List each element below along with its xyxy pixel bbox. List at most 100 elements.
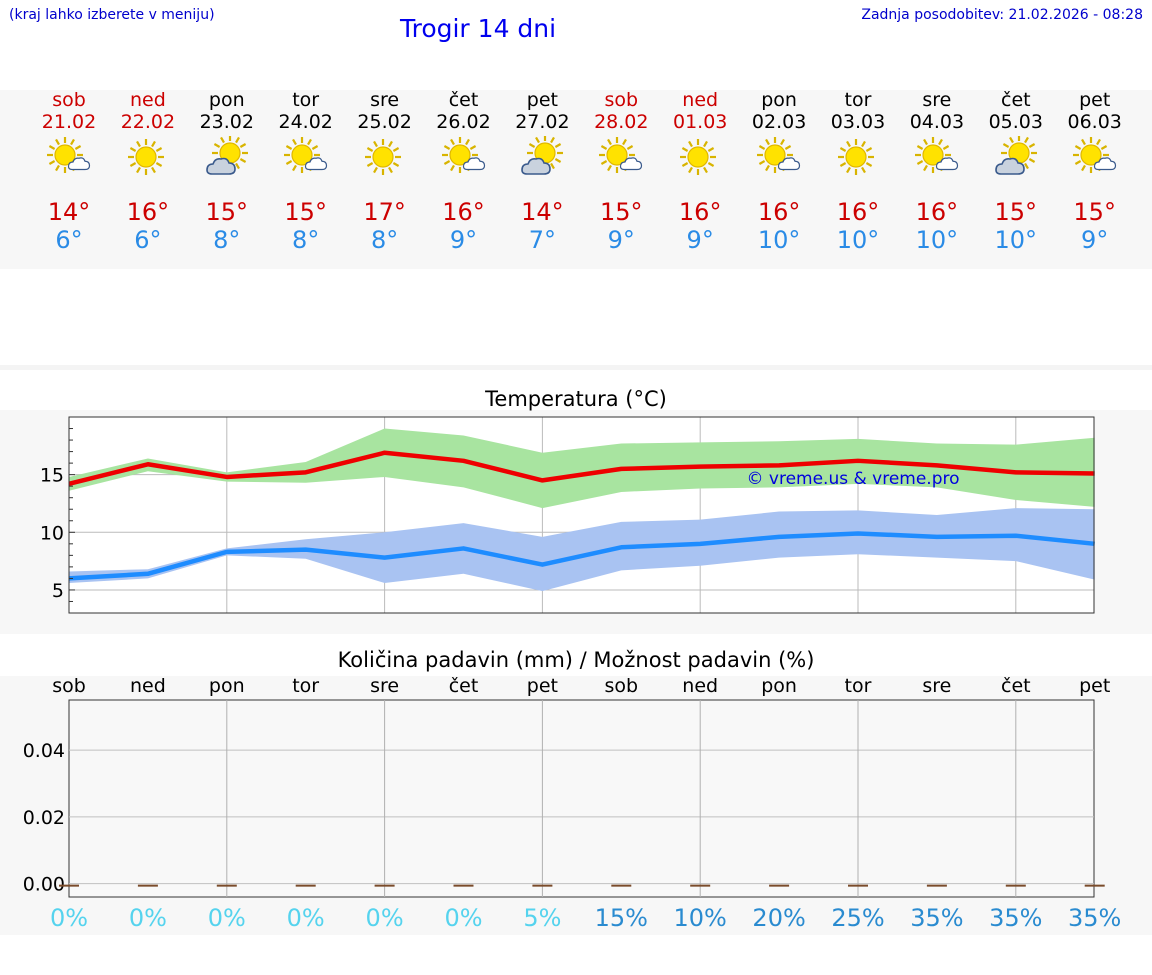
precipitation-chance: 35% <box>910 904 964 932</box>
precipitation-day-label: pet <box>526 675 558 697</box>
precipitation-day-label: pet <box>1079 675 1111 697</box>
precipitation-chance: 25% <box>831 904 885 932</box>
temperature-chart-area <box>0 410 1152 634</box>
day-name: sob <box>604 89 639 111</box>
sun-cloud-icon <box>597 136 643 180</box>
day-date: 02.03 <box>751 111 807 133</box>
max-temperature: 15° <box>600 198 643 226</box>
precipitation-day-label: sre <box>922 675 952 697</box>
min-temperature: 8° <box>292 226 320 254</box>
day-name: tor <box>844 89 872 111</box>
precipitation-chance: 0% <box>49 904 89 932</box>
max-temperature: 16° <box>757 198 801 226</box>
day-date: 23.02 <box>199 111 254 133</box>
precipitation-chart-title: Količina padavin (mm) / Možnost padavin … <box>337 648 815 672</box>
sun-cloud-icon <box>45 136 91 180</box>
max-temperature: 16° <box>678 198 722 226</box>
sun-icon <box>676 136 720 180</box>
min-temperature: 10° <box>994 226 1038 254</box>
precipitation-chance: 0% <box>207 904 246 932</box>
min-temperature: 6° <box>55 226 83 254</box>
sun-icon <box>361 136 405 180</box>
temperature-chart-title: Temperatura (°C) <box>485 387 667 411</box>
day-date: 28.02 <box>594 111 649 133</box>
sun-cloud-icon <box>1071 136 1116 180</box>
precipitation-day-label: ned <box>682 675 719 697</box>
max-temperature: 15° <box>284 198 327 226</box>
min-temperature: 9° <box>1081 226 1109 254</box>
precipitation-chance: 5% <box>523 904 562 932</box>
day-name: pet <box>526 89 558 111</box>
day-name: sre <box>370 89 400 111</box>
min-temperature: 9° <box>449 226 478 254</box>
max-temperature: 16° <box>126 198 170 226</box>
last-updated: Zadnja posodobitev: 21.02.2026 - 08:28 <box>861 7 1143 23</box>
sun-cloud-icon <box>282 136 327 180</box>
day-date: 06.03 <box>1067 111 1122 133</box>
precipitation-day-label: sre <box>370 675 400 697</box>
day-date: 04.03 <box>909 111 965 133</box>
min-temperature: 9° <box>686 226 714 254</box>
day-date: 01.03 <box>672 111 728 133</box>
sun-icon <box>124 136 168 180</box>
max-temperature: 17° <box>363 198 406 226</box>
day-date: 27.02 <box>515 111 570 133</box>
precipitation-day-label: pon <box>208 675 245 697</box>
sun-cloud-icon <box>440 136 485 180</box>
min-temperature: 9° <box>607 226 635 254</box>
day-name: ned <box>682 89 719 111</box>
cloud-sun-icon <box>992 135 1037 180</box>
forecast-strip <box>0 90 1152 269</box>
sun-cloud-icon <box>755 136 801 180</box>
precipitation-day-label: pon <box>761 675 797 697</box>
min-temperature: 10° <box>836 226 880 254</box>
max-temperature: 15° <box>1073 198 1116 226</box>
location-hint: (kraj lahko izberete v meniju) <box>9 7 215 23</box>
precipitation-chance: 0% <box>444 904 483 932</box>
precipitation-chance: 10% <box>673 904 727 932</box>
day-date: 05.03 <box>988 111 1043 133</box>
day-name: ned <box>129 89 166 111</box>
min-temperature: 10° <box>757 226 801 254</box>
page-title: Trogir 14 dni <box>400 14 557 43</box>
precipitation-chance: 15% <box>594 904 648 932</box>
min-temperature: 6° <box>134 226 162 254</box>
max-temperature: 14° <box>47 198 91 226</box>
day-date: 03.03 <box>830 111 886 133</box>
day-date: 22.02 <box>120 111 176 133</box>
min-temperature: 7° <box>528 226 557 254</box>
max-temperature: 16° <box>915 198 959 226</box>
max-temperature: 15° <box>205 198 249 226</box>
precipitation-chance: 0% <box>286 904 325 932</box>
precipitation-chart-area <box>0 676 1152 935</box>
max-temperature: 16° <box>442 198 485 226</box>
sun-icon <box>834 136 878 180</box>
precipitation-chance: 20% <box>752 904 806 932</box>
day-name: tor <box>292 89 320 111</box>
day-name: sob <box>52 89 86 111</box>
day-name: pon <box>761 89 797 111</box>
precipitation-chance: 35% <box>989 904 1043 932</box>
precipitation-day-label: ned <box>129 675 166 697</box>
precipitation-day-label: tor <box>844 675 872 697</box>
day-date: 26.02 <box>436 111 491 133</box>
precipitation-day-label: tor <box>292 675 320 697</box>
precipitation-chance: 35% <box>1068 904 1122 932</box>
day-name: pet <box>1079 89 1111 111</box>
precipitation-chance: 0% <box>365 904 404 932</box>
cloud-sun-icon <box>518 135 564 180</box>
max-temperature: 14° <box>521 198 564 226</box>
max-temperature: 16° <box>836 198 880 226</box>
day-date: 24.02 <box>278 111 333 133</box>
day-name: čet <box>448 89 479 111</box>
precipitation-day-label: sob <box>604 675 639 697</box>
min-temperature: 10° <box>915 226 959 254</box>
day-name: čet <box>1001 89 1031 111</box>
day-date: 21.02 <box>41 111 97 133</box>
cloud-sun-icon <box>203 135 248 180</box>
sun-cloud-icon <box>913 136 958 180</box>
precipitation-day-label: sob <box>52 675 86 697</box>
day-date: 25.02 <box>357 111 412 133</box>
min-temperature: 8° <box>213 226 241 254</box>
day-name: sre <box>922 89 952 111</box>
